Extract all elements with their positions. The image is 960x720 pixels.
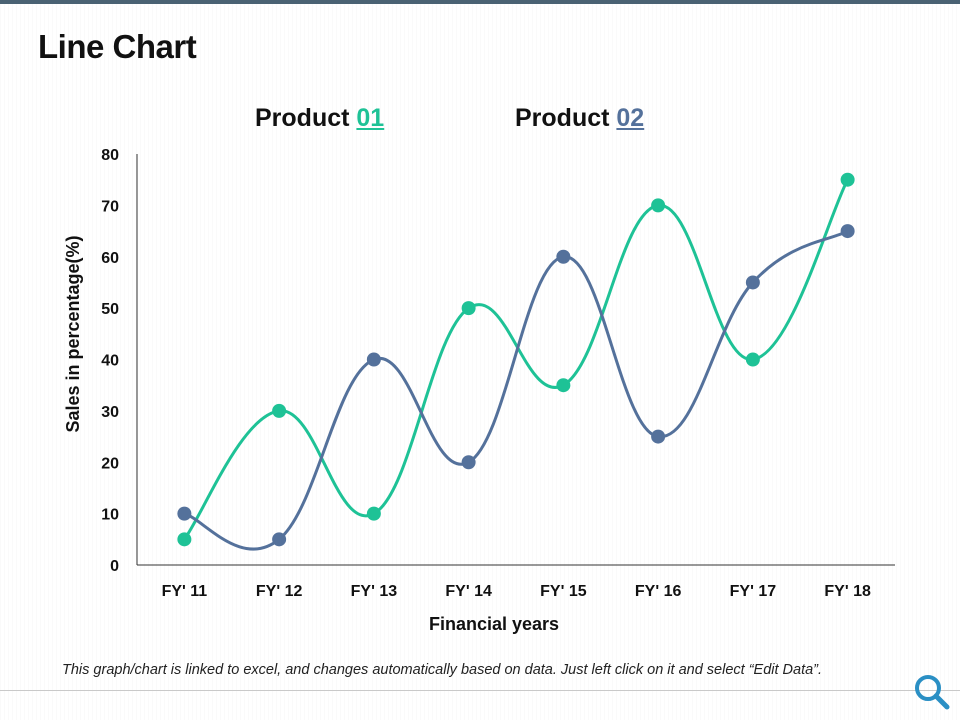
y-tick-label: 30 [101,404,119,421]
search-icon[interactable] [912,672,952,712]
data-point[interactable] [272,403,287,418]
data-point[interactable] [177,532,192,547]
series-product-02[interactable] [177,224,855,551]
data-point[interactable] [840,224,855,239]
footer-divider [0,690,960,691]
data-point[interactable] [366,352,381,367]
y-tick-label: 50 [101,301,119,318]
series-product-01[interactable] [177,172,855,547]
data-point[interactable] [651,429,666,444]
data-point[interactable] [177,506,192,521]
series-layer[interactable] [177,172,855,551]
y-tick-label: 20 [101,455,119,472]
y-axis-label: Sales in percentage(%) [63,235,83,432]
data-point[interactable] [366,506,381,521]
series-line[interactable] [183,229,849,551]
data-point[interactable] [556,249,571,264]
x-tick-label: FY' 11 [162,583,208,600]
data-point[interactable] [556,378,571,393]
legend-label: Product [255,104,357,132]
x-tick-label: FY' 13 [351,583,398,600]
data-point[interactable] [745,352,760,367]
data-point[interactable] [272,532,287,547]
chart-axes [136,154,895,566]
legend-item-product-01[interactable]: Product 01 [255,104,384,133]
data-point[interactable] [651,198,666,213]
x-tick-label: FY' 18 [824,583,871,600]
legend-number: 02 [616,104,645,132]
y-tick-labels: 0 10 20 30 40 50 60 70 80 [101,147,119,575]
top-accent-bar [0,0,960,4]
y-tick-label: 60 [101,250,119,267]
x-tick-label: FY' 16 [635,583,682,600]
x-tick-label: FY' 15 [540,583,587,600]
data-point[interactable] [840,172,855,187]
data-point[interactable] [461,301,476,316]
data-point[interactable] [461,455,476,470]
y-tick-label: 70 [101,198,119,215]
x-tick-labels: FY' 11 FY' 12 FY' 13 FY' 14 FY' 15 FY' 16 FY' … [162,583,871,600]
x-tick-label: FY' 17 [730,583,777,600]
data-point[interactable] [745,275,760,290]
y-tick-label: 80 [101,147,119,164]
y-tick-label: 10 [101,507,119,524]
footer-note: This graph/chart is linked to excel, and… [62,662,823,678]
x-tick-label: FY' 14 [445,583,492,600]
series-line[interactable] [183,178,849,541]
legend-number: 01 [356,104,385,132]
legend-label: Product [515,104,617,132]
y-tick-label: 40 [101,353,119,370]
x-tick-label: FY' 12 [256,583,303,600]
page-title: Line Chart [38,28,197,65]
x-axis-label: Financial years [429,614,559,634]
y-tick-label: 0 [110,558,119,575]
legend-item-product-02[interactable]: Product 02 [515,104,644,133]
